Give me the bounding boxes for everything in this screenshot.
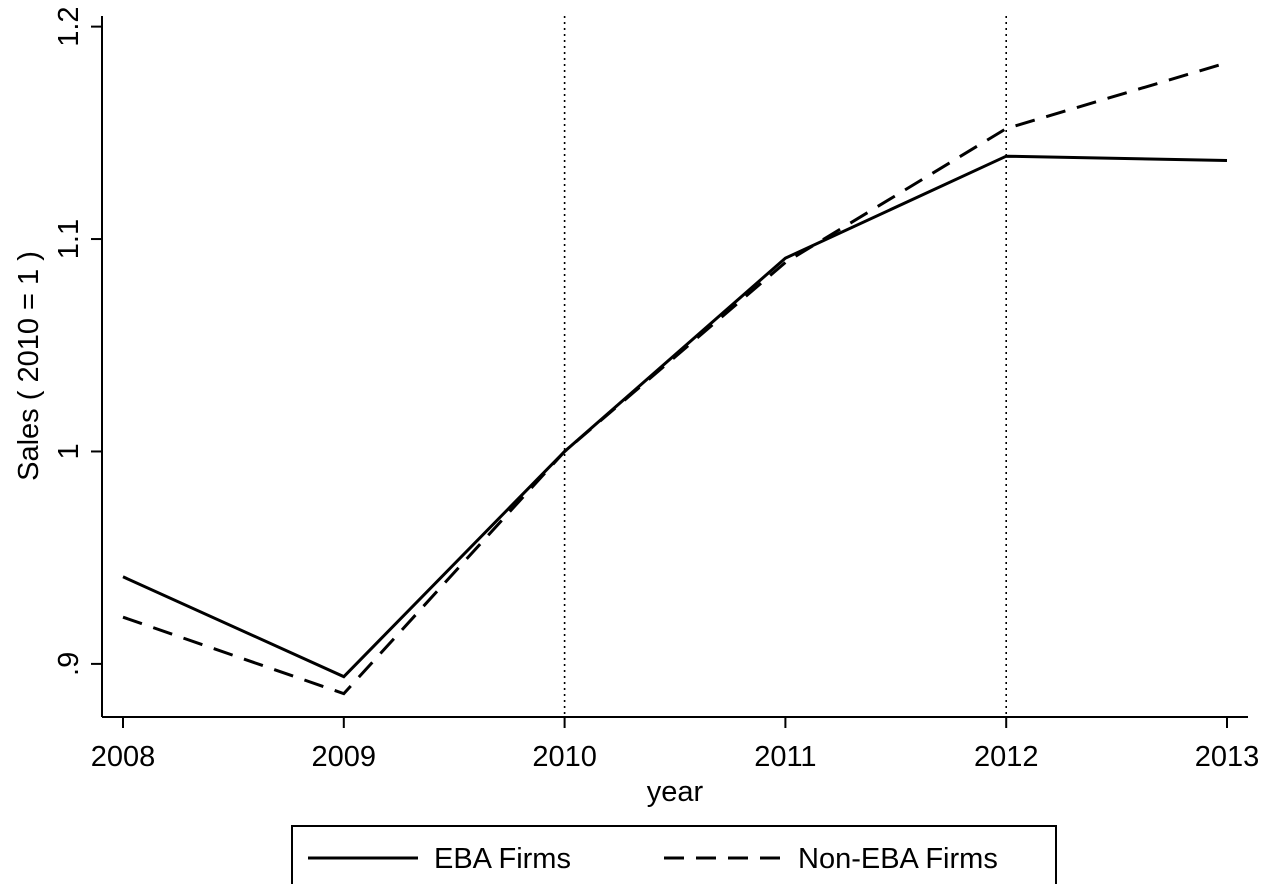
legend-label-non-eba-firms: Non-EBA Firms [798,843,998,875]
y-tick-label: 1.1 [53,219,85,259]
x-tick-label: 2008 [91,741,156,773]
series-line-non-eba-firms [122,61,1228,696]
y-axis-ticks: .9 1 1.1 1.2 [53,6,102,676]
y-axis-title: Sales ( 2010 = 1 ) [13,251,45,481]
axes [101,16,1248,718]
x-tick-label: 2013 [1195,741,1260,773]
x-tick-label: 2010 [532,741,597,773]
x-axis-ticks: 2008 2009 2010 2011 2012 2013 [91,717,1260,773]
x-tick-label: 2012 [974,741,1039,773]
x-axis-title: year [647,776,704,808]
y-tick-label: 1.2 [53,6,85,46]
legend: EBA Firms Non-EBA Firms [291,825,1057,884]
series-line-eba-firms [122,154,1228,679]
series-lines [122,61,1228,696]
y-tick-label: 1 [53,443,85,459]
x-tick-label: 2009 [312,741,377,773]
legend-label-eba-firms: EBA Firms [434,843,571,875]
y-tick-label: .9 [53,652,85,676]
legend-box [291,825,1057,884]
x-tick-label: 2011 [754,741,816,773]
